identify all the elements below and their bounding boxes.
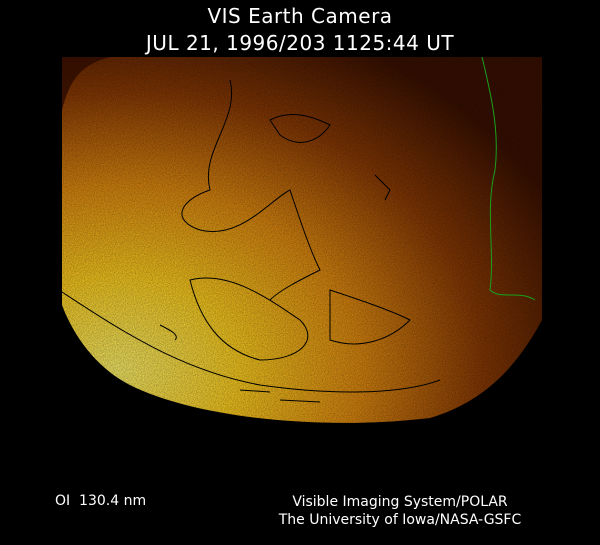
image-title: VIS Earth Camera	[207, 4, 393, 28]
coastline-green	[481, 56, 536, 301]
credit-line-1: Visible Imaging System/POLAR	[292, 494, 508, 510]
coastlines	[61, 79, 441, 403]
credit-block: Visible Imaging System/POLAR The Univers…	[240, 493, 560, 529]
wavelength-label: OI 130.4 nm	[55, 493, 147, 509]
credit-line-2: The University of Iowa/NASA-GSFC	[278, 512, 522, 528]
image-timestamp: JUL 21, 1996/203 1125:44 UT	[145, 31, 455, 55]
